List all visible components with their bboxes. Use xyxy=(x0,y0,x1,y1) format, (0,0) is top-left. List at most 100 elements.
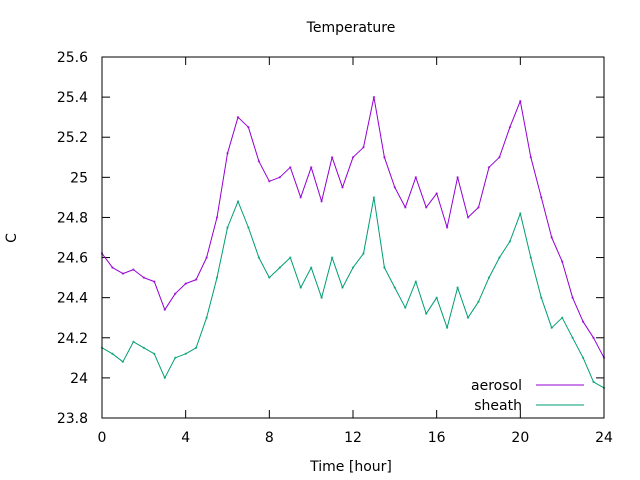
data-point-sheath xyxy=(205,316,208,319)
data-point-sheath xyxy=(132,340,135,343)
data-point-sheath xyxy=(320,296,323,299)
data-point-aerosol xyxy=(581,320,585,323)
data-point-sheath xyxy=(414,280,417,283)
data-point-sheath xyxy=(435,296,438,299)
x-tick-label: 16 xyxy=(428,430,446,446)
data-point-aerosol xyxy=(351,156,355,159)
data-point-aerosol xyxy=(571,296,574,299)
data-point-sheath xyxy=(487,276,491,279)
data-point-aerosol xyxy=(425,206,428,209)
data-point-aerosol xyxy=(236,116,240,119)
series-line-aerosol xyxy=(101,96,605,359)
data-point-sheath xyxy=(236,200,240,203)
data-point-sheath xyxy=(561,316,564,319)
data-point-aerosol xyxy=(435,192,438,195)
data-point-sheath xyxy=(581,356,585,359)
data-point-sheath xyxy=(257,256,261,259)
data-point-aerosol xyxy=(153,280,156,283)
data-point-sheath xyxy=(550,326,553,329)
x-tick-label: 12 xyxy=(344,430,362,446)
data-point-aerosol xyxy=(529,156,532,159)
data-point-sheath xyxy=(247,226,250,229)
data-point-sheath xyxy=(529,256,532,259)
data-point-sheath xyxy=(310,266,313,269)
data-point-sheath xyxy=(194,346,198,349)
data-point-aerosol xyxy=(383,156,386,159)
data-point-sheath xyxy=(508,240,512,243)
data-point-aerosol xyxy=(477,206,480,209)
data-point-sheath xyxy=(498,256,501,259)
x-tick-label: 0 xyxy=(98,430,107,446)
x-tick-label: 4 xyxy=(181,430,190,446)
data-point-sheath xyxy=(268,276,271,279)
data-point-aerosol xyxy=(121,272,125,275)
data-point-aerosol xyxy=(519,99,522,103)
data-point-aerosol xyxy=(561,260,564,263)
data-point-aerosol xyxy=(194,278,198,281)
data-point-aerosol xyxy=(310,166,313,169)
data-point-sheath xyxy=(425,312,428,315)
data-point-aerosol xyxy=(174,292,177,295)
data-point-aerosol xyxy=(445,226,449,229)
x-tick-label: 24 xyxy=(595,430,613,446)
data-point-sheath xyxy=(393,286,396,289)
data-point-aerosol xyxy=(299,196,302,199)
data-point-sheath xyxy=(477,300,480,303)
y-tick-label: 24.2 xyxy=(57,331,88,347)
data-point-sheath xyxy=(351,266,355,269)
data-point-sheath xyxy=(215,276,219,279)
data-point-aerosol xyxy=(163,308,166,311)
data-point-aerosol xyxy=(540,196,543,199)
data-point-sheath xyxy=(289,256,292,259)
data-point-sheath xyxy=(174,356,177,359)
data-point-sheath xyxy=(184,352,187,355)
data-point-aerosol xyxy=(205,256,208,259)
chart-title: Temperature xyxy=(306,20,396,36)
data-point-sheath xyxy=(540,296,543,299)
data-point-sheath xyxy=(163,376,166,380)
data-point-aerosol xyxy=(592,336,595,339)
data-point-aerosol xyxy=(247,126,250,129)
data-point-aerosol xyxy=(404,206,407,209)
data-point-sheath xyxy=(519,212,522,215)
data-point-sheath xyxy=(121,360,125,363)
data-point-sheath xyxy=(383,266,386,269)
data-point-sheath xyxy=(445,326,449,329)
plot-area: 23.8 24 24.2 24.4 24.6 24.8 25 25.2 25.4 25.6 0 4 8 1… xyxy=(57,50,613,446)
y-tick-label: 24.6 xyxy=(57,251,88,267)
data-point-aerosol xyxy=(226,152,229,155)
data-point-aerosol xyxy=(278,176,281,179)
plot-frame xyxy=(101,56,605,419)
series-group xyxy=(100,95,606,390)
data-point-aerosol xyxy=(320,200,323,203)
data-point-aerosol xyxy=(372,95,376,99)
series-line-sheath xyxy=(101,196,605,389)
y-tick-label: 24.4 xyxy=(57,291,88,307)
data-point-sheath xyxy=(226,226,229,229)
data-point-aerosol xyxy=(498,156,501,159)
data-point-sheath xyxy=(278,266,281,269)
data-point-sheath xyxy=(456,286,459,289)
data-point-aerosol xyxy=(550,236,553,239)
data-point-sheath xyxy=(299,286,302,289)
legend-label-aerosol: aerosol xyxy=(471,378,522,394)
data-point-aerosol xyxy=(393,186,396,189)
legend-label-sheath: sheath xyxy=(474,398,522,414)
y-tick-label: 24.8 xyxy=(57,210,88,226)
data-point-aerosol xyxy=(268,180,271,183)
data-point-aerosol xyxy=(508,126,512,129)
data-point-aerosol xyxy=(257,160,261,163)
data-point-aerosol xyxy=(466,216,470,219)
data-point-aerosol xyxy=(362,146,365,149)
data-point-aerosol xyxy=(414,176,417,179)
data-point-aerosol xyxy=(142,276,145,279)
x-axis-label: Time [hour] xyxy=(309,459,392,475)
y-tick-label: 24 xyxy=(70,371,88,387)
data-point-sheath xyxy=(142,346,145,349)
data-point-aerosol xyxy=(487,166,491,169)
data-point-sheath xyxy=(372,196,376,199)
data-point-aerosol xyxy=(215,216,219,219)
data-point-sheath xyxy=(153,352,156,355)
data-point-aerosol xyxy=(184,282,187,285)
